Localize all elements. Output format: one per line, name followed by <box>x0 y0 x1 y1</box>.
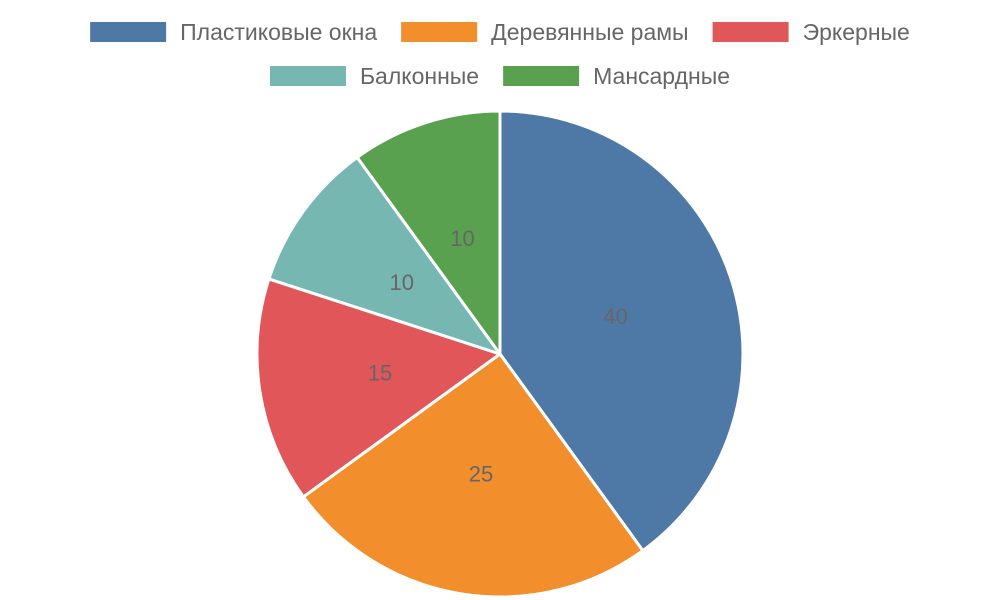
legend-swatch <box>712 22 789 42</box>
pie-slice[interactable] <box>355 109 502 356</box>
legend-label: Мансардные <box>593 63 730 89</box>
legend: Пластиковые окна Деревянные рамы Эркерные Б… <box>90 19 910 89</box>
slice-value-label: 10 <box>389 270 413 295</box>
legend-swatch <box>90 22 167 42</box>
slice-labels: 40 25 15 10 10 <box>368 226 628 487</box>
legend-item[interactable]: Пластиковые окна <box>90 19 377 45</box>
legend-label: Деревянные рамы <box>491 19 688 45</box>
pie-slice[interactable] <box>498 109 745 553</box>
legend-item[interactable]: Балконные <box>269 63 479 89</box>
pie-slices <box>255 109 745 599</box>
legend-swatch <box>269 66 346 86</box>
pie-slice[interactable] <box>267 155 502 356</box>
legend-item[interactable]: Эркерные <box>712 19 910 45</box>
legend-swatch <box>401 22 478 42</box>
legend-label: Эркерные <box>803 19 910 45</box>
legend-label: Балконные <box>360 63 479 89</box>
slice-value-label: 10 <box>450 226 474 251</box>
slice-value-label: 15 <box>368 361 392 386</box>
legend-label: Пластиковые окна <box>180 19 377 45</box>
slice-value-label: 25 <box>469 462 493 487</box>
legend-item[interactable]: Деревянные рамы <box>401 19 689 45</box>
legend-item[interactable]: Мансардные <box>503 63 730 89</box>
pie-slice[interactable] <box>255 277 502 499</box>
legend-swatch <box>503 66 580 86</box>
slice-value-label: 40 <box>603 304 627 329</box>
pie-slice[interactable] <box>301 352 645 599</box>
